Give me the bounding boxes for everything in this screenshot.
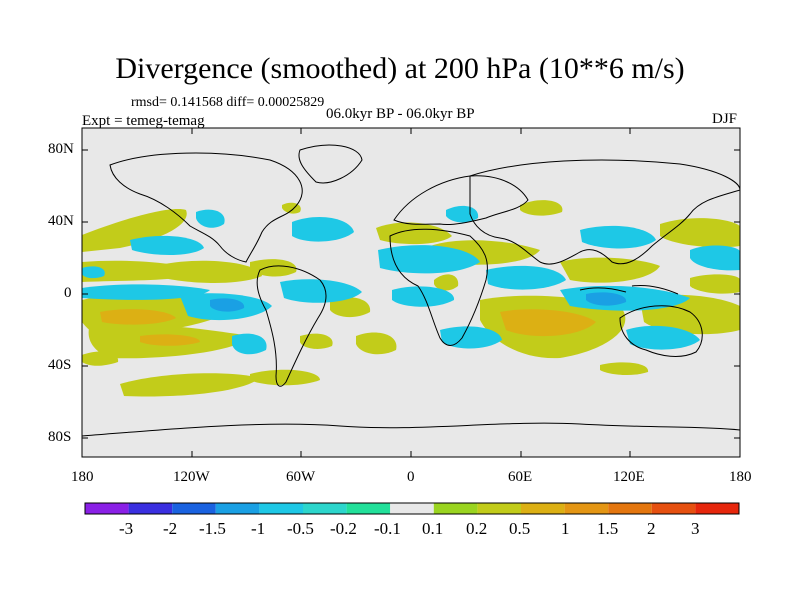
- australia-coastline: [619, 305, 703, 357]
- divergence-negative-region: [82, 284, 210, 300]
- rmsd-diff-stats: rmsd= 0.141568 diff= 0.00025829: [131, 95, 325, 110]
- divergence-negative-region: [378, 245, 480, 274]
- divergence-positive-region: [434, 274, 459, 291]
- divergence-positive-region: [600, 362, 649, 376]
- asia-coastline: [469, 159, 740, 265]
- colorbar-label: -0.5: [287, 519, 314, 538]
- colorbar-label: -1.5: [199, 519, 226, 538]
- colorbar-frame: [84, 502, 740, 515]
- lon-tick-label: 180: [729, 469, 752, 485]
- lat-tick-label: 0: [64, 285, 72, 301]
- divergence-field: [82, 200, 740, 397]
- divergence-negative-region: [280, 279, 362, 303]
- colorbar-label: -0.1: [374, 519, 401, 538]
- divergence-negative-region: [486, 265, 566, 290]
- colorbar-swatch: [259, 503, 303, 514]
- divergence-positive-region: [330, 297, 371, 318]
- north-america-coastline: [109, 152, 303, 263]
- greenland-coastline: [298, 144, 363, 184]
- colorbar: [84, 502, 740, 515]
- europe-coastline: [393, 175, 529, 225]
- colorbar-swatch: [695, 503, 739, 514]
- colorbar-swatch: [477, 503, 521, 514]
- colorbar-swatch: [521, 503, 565, 514]
- divergence-negative-region: [196, 209, 225, 228]
- colorbar-label: 2: [647, 519, 656, 538]
- divergence-negative-region: [626, 325, 700, 350]
- divergence-positive-region: [82, 351, 119, 366]
- coastlines: [82, 144, 740, 437]
- divergence-positive-region: [356, 332, 397, 355]
- lat-tick-label: 40S: [48, 357, 72, 373]
- lon-tick-label: 0: [407, 469, 415, 485]
- colorbar-label: 0.2: [466, 519, 488, 538]
- lon-tick-label: 180: [71, 469, 94, 485]
- divergence-positive-region: [160, 260, 262, 283]
- divergence-negative-region: [82, 266, 105, 279]
- colorbar-swatch: [85, 503, 129, 514]
- colorbar-label: 1.5: [597, 519, 619, 538]
- colorbar-label: 0.5: [509, 519, 531, 538]
- divergence-positive-region: [690, 274, 740, 294]
- divergence-positive-region: [660, 218, 740, 248]
- colorbar-label: -1: [251, 519, 266, 538]
- lat-tick-label: 80N: [48, 141, 74, 157]
- season-label: DJF: [712, 111, 738, 127]
- colorbar-label: 3: [691, 519, 700, 538]
- lon-tick-label: 60E: [508, 469, 533, 485]
- chart-title: Divergence (smoothed) at 200 hPa (10**6 …: [115, 52, 685, 85]
- divergence-positive-region: [376, 222, 452, 245]
- divergence-positive-region: [520, 200, 563, 216]
- colorbar-swatch: [172, 503, 216, 514]
- colorbar-swatch: [128, 503, 173, 514]
- lat-tick-label: 80S: [48, 429, 72, 445]
- colorbar-label: 1: [561, 519, 570, 538]
- divergence-positive-region: [250, 369, 320, 386]
- colorbar-swatch: [433, 503, 478, 514]
- divergence-negative-region: [580, 225, 656, 249]
- divergence-negative-region: [232, 333, 267, 355]
- colorbar-label: -0.2: [330, 519, 357, 538]
- experiment-label: Expt = temeg-temag: [82, 113, 205, 129]
- divergence-positive-region: [560, 257, 660, 283]
- south-america-coastline: [256, 265, 327, 387]
- divergence-negative-region: [392, 286, 455, 307]
- divergence-positive-core: [500, 309, 596, 337]
- colorbar-label: -3: [119, 519, 134, 538]
- colorbar-swatch: [390, 503, 434, 514]
- divergence-positive-region: [120, 373, 260, 397]
- divergence-positive-region: [250, 259, 297, 277]
- period-label: 06.0kyr BP - 06.0kyr BP: [326, 106, 475, 122]
- divergence-negative-core: [586, 292, 627, 306]
- colorbar-swatches: [85, 503, 739, 514]
- colorbar-label: -2: [163, 519, 178, 538]
- lat-tick-label: 40N: [48, 213, 74, 229]
- divergence-negative-core: [210, 298, 245, 312]
- divergence-positive-region: [82, 209, 187, 252]
- axis-ticks: [81, 128, 741, 457]
- divergence-negative-region: [130, 235, 204, 255]
- divergence-positive-core: [100, 309, 176, 325]
- divergence-negative-region: [292, 217, 354, 242]
- divergence-negative-region: [690, 245, 740, 271]
- africa-coastline: [389, 228, 488, 346]
- colorbar-swatch: [215, 503, 260, 514]
- colorbar-swatch: [303, 503, 347, 514]
- colorbar-label: 0.1: [422, 519, 444, 538]
- colorbar-swatch: [346, 503, 391, 514]
- colorbar-swatch: [564, 503, 609, 514]
- colorbar-swatch: [608, 503, 652, 514]
- divergence-positive-region: [300, 333, 333, 349]
- indonesia-coastline: [579, 285, 679, 295]
- colorbar-swatch: [651, 503, 696, 514]
- divergence-negative-region: [440, 326, 502, 349]
- lon-tick-label: 120E: [613, 469, 645, 485]
- antarctica-coastline: [82, 422, 740, 437]
- divergence-positive-core: [140, 334, 200, 346]
- lon-tick-label: 120W: [173, 469, 210, 485]
- lon-tick-label: 60W: [286, 469, 316, 485]
